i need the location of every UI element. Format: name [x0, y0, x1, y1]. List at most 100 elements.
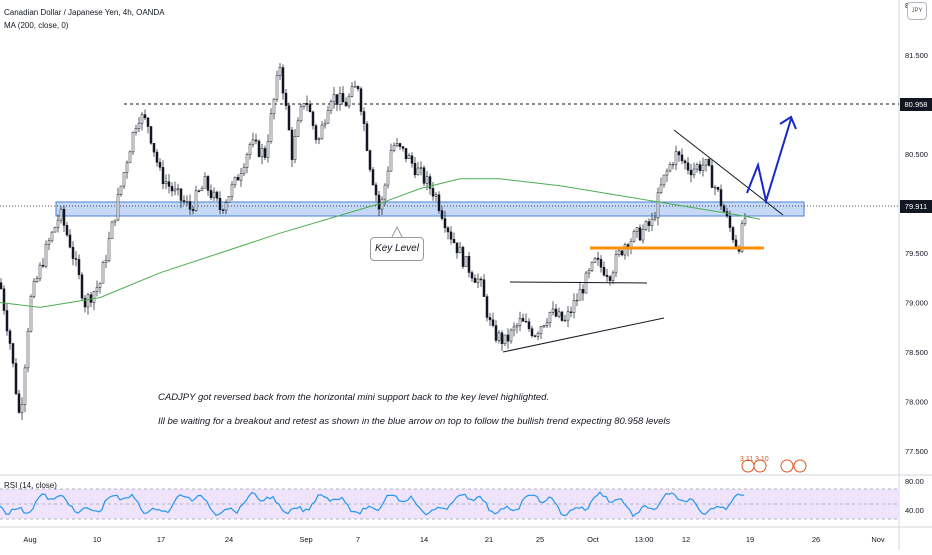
candle-body [449, 231, 453, 240]
candle-body [146, 117, 150, 127]
candle-body [131, 131, 135, 153]
candle-body [419, 167, 423, 169]
candle-body [350, 86, 354, 97]
event-marker-icon[interactable] [793, 459, 807, 473]
candle-body [302, 102, 306, 107]
candle-body [260, 148, 264, 157]
candle-body [530, 328, 534, 337]
analysis-note-line-1[interactable]: CADJPY got reversed back from the horizo… [158, 392, 550, 403]
candle-body [518, 318, 522, 326]
candle-body [410, 155, 414, 164]
candle-body [683, 160, 687, 164]
candle-body [86, 294, 90, 308]
event-markers[interactable] [741, 459, 807, 473]
candle-body [56, 219, 60, 228]
candle-body [293, 136, 297, 160]
time-tick-label: Aug [23, 535, 36, 544]
triangle-top-line[interactable] [509, 281, 648, 284]
candle-body [707, 159, 711, 166]
candle-body [536, 333, 540, 337]
candle-body [113, 219, 117, 223]
candle-body [254, 139, 258, 142]
candle-body [680, 154, 684, 162]
candle-body [668, 164, 672, 172]
event-marker-icon[interactable] [753, 459, 767, 473]
time-axis: Aug 10 17 24 Sep 7 14 21 25 Oct 13:00 12 19 26 Nov [23, 535, 885, 544]
candle-body [164, 181, 168, 185]
candle-body [605, 275, 609, 277]
candle-body [602, 267, 606, 276]
candle-body [512, 326, 516, 331]
candle-body [161, 167, 165, 185]
candle-body [197, 190, 201, 192]
candle-body [23, 367, 27, 405]
ma-indicator-label[interactable]: MA (200, close, 0) [4, 21, 69, 30]
candle-body [479, 278, 483, 281]
candle-body [170, 186, 174, 192]
candle-body [194, 190, 198, 211]
candle-body [215, 191, 219, 199]
candle-body [341, 93, 345, 103]
candle-body [290, 129, 294, 160]
time-tick-label: 26 [812, 535, 820, 544]
candle-body [392, 145, 396, 151]
candle-body [323, 122, 327, 126]
candle-body [452, 239, 456, 244]
candle-body [41, 264, 45, 267]
candle-body [545, 322, 549, 326]
candle-body [695, 164, 699, 170]
candle-body [704, 159, 708, 166]
time-tick-label: 19 [746, 535, 754, 544]
triangle-bottom-line[interactable] [502, 317, 665, 353]
candle-body [482, 279, 486, 297]
currency-badge[interactable]: JPY [907, 2, 927, 20]
candle-body [50, 231, 54, 242]
candle-body [698, 164, 702, 171]
key-level-label[interactable]: Key Level [370, 237, 424, 261]
candle-body [650, 218, 654, 226]
candle-body [377, 194, 381, 210]
event-marker-icon[interactable] [780, 459, 794, 473]
candle-body [596, 257, 600, 260]
current-price-tag: 79.911 [900, 200, 932, 213]
descending-trendline[interactable] [673, 129, 784, 216]
candle-body [380, 198, 384, 210]
candle-body [20, 404, 24, 413]
candle-body [485, 296, 489, 318]
candle-body [320, 124, 324, 140]
candle-body [437, 194, 441, 211]
rsi-band [0, 489, 899, 519]
candle-body [587, 270, 591, 274]
candle-body [95, 287, 99, 292]
ma-200-line [0, 178, 761, 308]
projection-arrow[interactable] [746, 118, 792, 205]
candle-body [614, 254, 618, 274]
candle-body [218, 198, 222, 211]
analysis-note-line-2[interactable]: Ill be waiting for a breakout and retest… [158, 416, 671, 427]
candle-body [455, 242, 459, 254]
candle-body [248, 143, 252, 155]
candle-body [128, 151, 132, 164]
candle-body [548, 311, 552, 324]
candle-body [566, 311, 570, 321]
candle-body [152, 143, 156, 153]
candle-body [326, 110, 330, 124]
candle-body [176, 188, 180, 190]
candle-body [347, 96, 351, 107]
candle-body [269, 113, 273, 142]
candle-body [71, 247, 75, 259]
candle-body [137, 122, 141, 129]
candle-body [575, 299, 579, 302]
symbol-title[interactable]: Canadian Dollar / Japanese Yen, 4h, OAND… [4, 8, 165, 17]
candle-body [659, 184, 663, 193]
candle-body [44, 244, 48, 267]
candle-body [245, 154, 249, 168]
candle-body [296, 120, 300, 137]
rsi-indicator-label[interactable]: RSI (14, close) [4, 481, 57, 490]
price-tick-label: 78.000 [905, 398, 928, 407]
key-level-zone[interactable] [55, 201, 805, 217]
candle-body [560, 311, 564, 321]
candle-body [488, 317, 492, 321]
